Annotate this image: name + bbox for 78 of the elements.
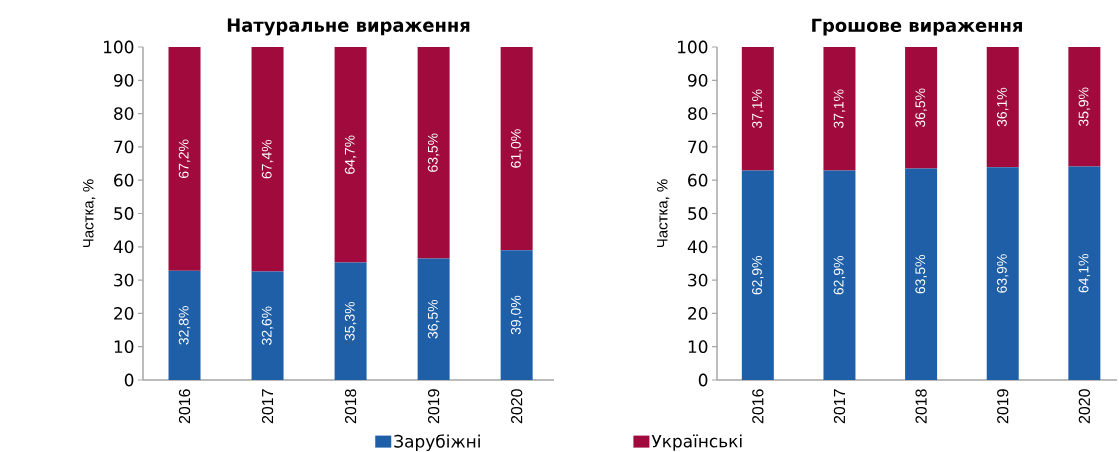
x-tick-label: 2017 — [261, 389, 274, 424]
x-tick-label: 2018 — [344, 389, 357, 424]
x-tick-label: 2020 — [511, 389, 523, 424]
bar — [1068, 47, 1101, 167]
chart-title: Натуральне вираження — [227, 18, 470, 36]
data-label: 37,1% — [833, 89, 846, 129]
y-tick-label: 0 — [698, 373, 708, 387]
y-tick-label: 90 — [113, 73, 134, 87]
y-tick-label: 100 — [678, 40, 708, 54]
bar — [168, 47, 201, 271]
bar — [417, 47, 450, 259]
y-tick-label: 40 — [687, 240, 708, 254]
y-tick-label: 30 — [688, 273, 708, 287]
x-tick-label: 2019 — [997, 389, 1009, 424]
data-label: 32,8% — [178, 306, 191, 345]
data-label: 67,2% — [178, 139, 191, 178]
bar — [251, 271, 284, 380]
bar — [823, 170, 856, 380]
data-label: 62,9% — [752, 256, 764, 295]
y-tick-label: 70 — [114, 140, 134, 154]
bar — [905, 168, 938, 380]
y-tick-label: 10 — [114, 340, 134, 354]
chart-title: Грошове вираження — [812, 18, 1022, 36]
y-tick-label: 0 — [124, 373, 134, 387]
y-axis-title: Частка, % — [83, 179, 96, 248]
y-tick-label: 50 — [688, 207, 708, 220]
bar — [334, 262, 367, 380]
data-label: 64,7% — [344, 135, 357, 174]
legend-label: Зарубіжні — [394, 434, 480, 451]
data-label: 63,5% — [427, 133, 440, 172]
y-tick-label: 50 — [114, 207, 134, 220]
bar — [334, 47, 367, 263]
bar — [1068, 166, 1101, 380]
x-tick-label: 2016 — [178, 389, 191, 424]
legend-label: Українські — [651, 434, 742, 451]
y-tick-label: 20 — [688, 306, 708, 320]
bar — [741, 170, 774, 380]
y-tick-label: 90 — [688, 73, 708, 87]
y-tick-label: 100 — [104, 40, 134, 54]
bar — [741, 47, 774, 171]
data-label: 63,5% — [915, 255, 927, 294]
y-tick-label: 10 — [688, 340, 708, 354]
bar — [500, 250, 533, 380]
data-label: 63,9% — [996, 254, 1009, 293]
y-tick-label: 40 — [113, 240, 134, 254]
bar — [168, 270, 201, 380]
bar — [986, 47, 1019, 168]
data-label: 39,0% — [510, 295, 523, 335]
y-axis-title: Частка, % — [657, 179, 670, 247]
data-label: 37,1% — [752, 89, 764, 129]
y-tick-label: 60 — [688, 173, 708, 187]
data-label: 62,9% — [833, 256, 846, 295]
data-label: 64,1% — [1078, 254, 1091, 293]
data-label: 32,6% — [261, 306, 274, 345]
data-label: 35,9% — [1078, 87, 1091, 127]
data-label: 67,4% — [261, 139, 274, 179]
data-label: 61,0% — [510, 129, 523, 168]
y-tick-label: 80 — [114, 107, 134, 120]
bar — [500, 47, 533, 251]
y-tick-label: 80 — [688, 107, 708, 120]
y-tick-label: 20 — [114, 306, 134, 320]
y-tick-label: 60 — [114, 173, 134, 187]
x-tick-label: 2019 — [427, 389, 440, 424]
bar — [905, 47, 938, 169]
bar — [986, 167, 1019, 380]
data-label: 36,5% — [915, 88, 927, 128]
data-label: 35,3% — [344, 301, 357, 341]
data-label: 36,1% — [996, 87, 1009, 127]
bar — [251, 47, 284, 272]
y-tick-label: 70 — [688, 140, 708, 154]
y-tick-label: 30 — [114, 273, 134, 287]
data-label: 36,5% — [427, 299, 440, 339]
x-tick-label: 2017 — [833, 389, 846, 424]
x-tick-label: 2020 — [1078, 389, 1090, 424]
x-tick-label: 2016 — [752, 389, 764, 424]
x-tick-label: 2018 — [915, 389, 927, 424]
bar — [417, 258, 450, 380]
bar — [823, 47, 856, 171]
